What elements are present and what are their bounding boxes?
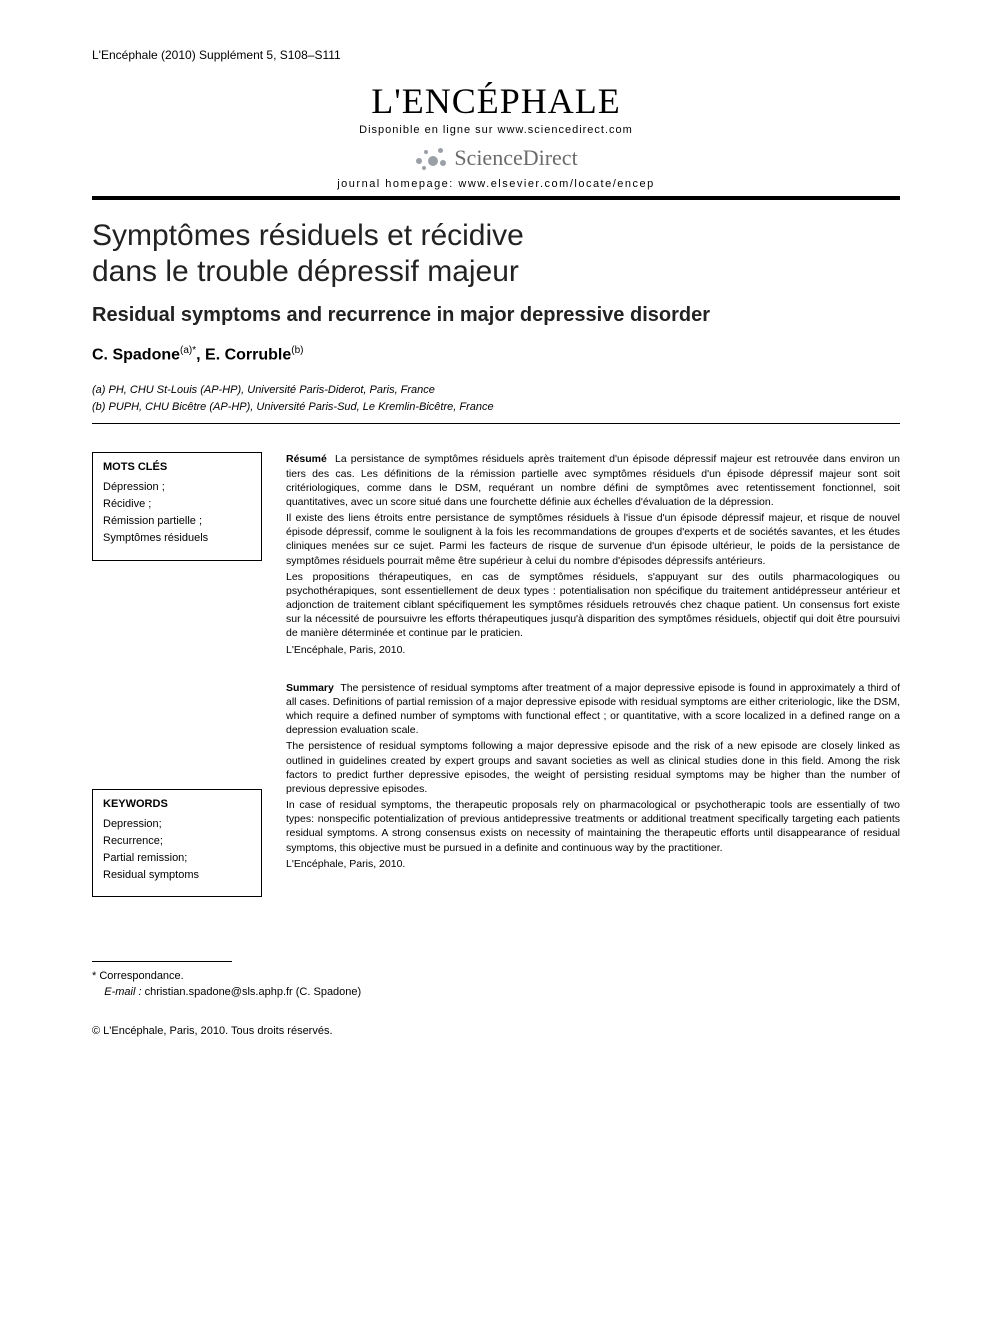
keywords-heading: KEYWORDS [103,798,251,810]
email-label: E-mail : [104,986,141,998]
mots-cles-box: MOTS CLÉS Dépression ; Récidive ; Rémiss… [92,452,262,560]
summary-source: L'Encéphale, Paris, 2010. [286,857,900,871]
author-2-affil-marker: (b) [291,345,303,356]
keywords-column: MOTS CLÉS Dépression ; Récidive ; Rémiss… [92,452,262,924]
sciencedirect-block: ScienceDirect [414,144,577,172]
author-list: C. Spadone(a)*, E. Corruble(b) [92,345,900,364]
affiliation-b: (b) PUPH, CHU Bicêtre (AP-HP), Universit… [92,399,900,416]
sciencedirect-text: ScienceDirect [454,145,577,171]
summary-p3: In case of residual symptoms, the therap… [286,798,900,855]
mots-cles-list: Dépression ; Récidive ; Rémission partie… [103,479,251,547]
author-1-affil-marker: (a)* [180,345,196,356]
masthead-rule [92,196,900,200]
author-separator: , [196,346,205,363]
article-title-french: Symptômes résiduels et récidive dans le … [92,218,900,290]
resume-french: Résumé La persistance de symptômes résid… [286,452,900,656]
mots-cles-heading: MOTS CLÉS [103,461,251,473]
correspondence-footnote: * Correspondance. E-mail : christian.spa… [92,968,900,1001]
resume-label: Résumé [286,453,327,465]
affiliation-a: (a) PH, CHU St-Louis (AP-HP), Université… [92,382,900,399]
keywords-box: KEYWORDS Depression; Recurrence; Partial… [92,789,262,897]
sciencedirect-icon [414,144,448,172]
two-column-body: MOTS CLÉS Dépression ; Récidive ; Rémiss… [92,452,900,924]
resume-p2: Il existe des liens étroits entre persis… [286,511,900,568]
resume-p1: La persistance de symptômes résiduels ap… [286,453,900,508]
correspondence-marker: * Correspondance. [92,968,900,985]
keywords-list: Depression; Recurrence; Partial remissio… [103,816,251,884]
journal-masthead: L'ENCÉPHALE Disponible en ligne sur www.… [92,80,900,190]
copyright-line: © L'Encéphale, Paris, 2010. Tous droits … [92,1025,900,1037]
resume-source: L'Encéphale, Paris, 2010. [286,643,900,657]
article-title-english: Residual symptoms and recurrence in majo… [92,304,900,327]
resume-p3: Les propositions thérapeutiques, en cas … [286,570,900,641]
summary-english: Summary The persistence of residual symp… [286,681,900,871]
author-1-name: C. Spadone [92,346,180,363]
running-head: L'Encéphale (2010) Supplément 5, S108–S1… [92,48,900,62]
footnote-rule [92,961,232,962]
title-fr-line2: dans le trouble dépressif majeur [92,255,519,288]
summary-p2: The persistence of residual symptoms fol… [286,739,900,796]
journal-homepage-line: journal homepage: www.elsevier.com/locat… [212,178,780,190]
abstracts-column: Résumé La persistance de symptômes résid… [286,452,900,924]
author-2-name: E. Corruble [205,346,291,363]
correspondence-email: christian.spadone@sls.aphp.fr (C. Spadon… [145,986,362,998]
summary-label: Summary [286,682,334,694]
online-availability-line: Disponible en ligne sur www.sciencedirec… [212,124,780,136]
title-fr-line1: Symptômes résiduels et récidive [92,219,524,252]
journal-logo: L'ENCÉPHALE [212,80,780,122]
affiliations-block: (a) PH, CHU St-Louis (AP-HP), Université… [92,382,900,415]
summary-p1: The persistence of residual symptoms aft… [286,682,900,737]
header-bottom-rule [92,423,900,424]
